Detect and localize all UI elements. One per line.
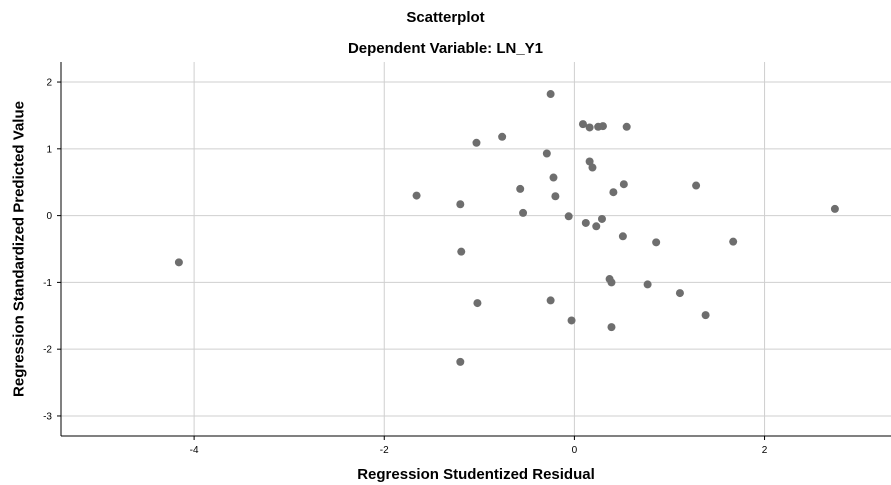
x-axis-label: Regression Studentized Residual <box>357 466 595 483</box>
data-point <box>542 149 551 158</box>
data-point <box>619 180 628 189</box>
y-tick-label: 1 <box>46 144 52 155</box>
data-point <box>643 280 652 289</box>
data-point <box>609 188 618 197</box>
data-point <box>551 192 560 201</box>
data-point <box>701 311 710 320</box>
gridlines <box>61 62 891 436</box>
x-tick-label: -4 <box>190 445 199 456</box>
data-point <box>516 184 525 193</box>
data-point <box>174 258 183 267</box>
data-point <box>578 120 587 129</box>
axes <box>57 62 891 440</box>
data-point <box>498 132 507 141</box>
data-point <box>546 296 555 305</box>
data-point <box>585 123 594 132</box>
data-points <box>174 90 839 366</box>
chart-subtitle: Dependent Variable: LN_Y1 <box>347 40 544 57</box>
data-point <box>592 222 601 231</box>
data-point <box>597 214 606 223</box>
data-point <box>692 181 701 190</box>
data-point <box>581 218 590 227</box>
x-tick-label: 2 <box>762 445 768 456</box>
data-point <box>546 90 555 99</box>
y-tick-label: 0 <box>46 211 52 222</box>
y-tick-label: -3 <box>43 411 52 422</box>
data-point <box>675 289 684 298</box>
data-point <box>607 278 616 287</box>
data-point <box>564 212 573 221</box>
y-tick-label: -1 <box>43 278 52 289</box>
tick-labels: -4 -2 0 2 2 1 0 -1 -2 -3 <box>43 78 768 456</box>
data-point <box>457 247 466 256</box>
data-point <box>412 191 421 200</box>
data-point <box>549 173 558 182</box>
data-point <box>830 204 839 213</box>
data-point <box>598 122 607 131</box>
data-point <box>473 299 482 308</box>
y-tick-label: -2 <box>43 345 52 356</box>
data-point <box>588 163 597 172</box>
data-point <box>472 138 481 147</box>
data-point <box>607 323 616 332</box>
data-point <box>652 238 661 247</box>
data-point <box>519 208 528 217</box>
data-point <box>456 200 465 209</box>
x-tick-label: -2 <box>380 445 389 456</box>
data-point <box>618 232 627 241</box>
chart-title: Scatterplot <box>406 9 485 26</box>
data-point <box>456 357 465 366</box>
data-point <box>567 316 576 325</box>
data-point <box>585 157 594 166</box>
y-tick-label: 2 <box>46 78 52 89</box>
data-point <box>729 237 738 246</box>
x-tick-label: 0 <box>572 445 578 456</box>
data-point <box>622 122 631 131</box>
